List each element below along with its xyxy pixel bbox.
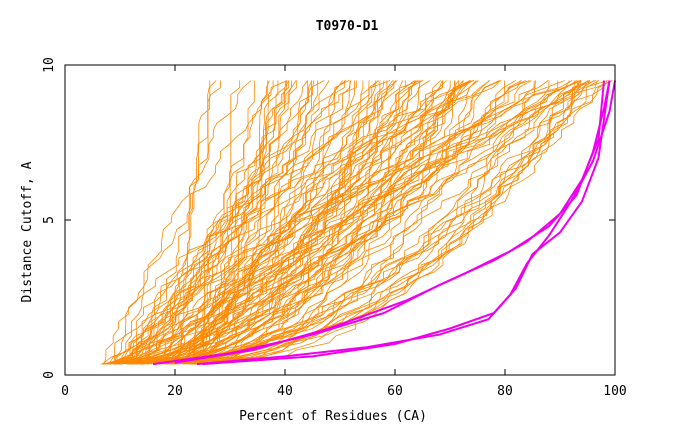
model-curve (136, 80, 211, 365)
y-axis-label: Distance Cutoff, A (20, 161, 35, 302)
model-curve (134, 80, 559, 365)
model-curve (103, 80, 501, 365)
model-curve (189, 80, 477, 365)
model-curve (121, 80, 252, 365)
y-tick-label: 10 (42, 57, 57, 73)
model-curve (139, 80, 598, 365)
model-curve (126, 80, 345, 365)
model-curve (174, 80, 290, 365)
model-curve (173, 80, 464, 365)
model-curve (103, 80, 578, 365)
x-axis: 0 20 40 60 80 100 (61, 65, 627, 399)
model-curve (175, 80, 415, 365)
model-curve (154, 80, 613, 365)
model-curve (104, 80, 381, 365)
x-tick-label: 20 (167, 384, 183, 399)
model-curve (140, 80, 391, 365)
y-tick-label: 5 (42, 216, 57, 224)
model-curve (129, 80, 608, 365)
model-curve (113, 80, 470, 365)
model-curve (119, 80, 355, 365)
model-curve (187, 80, 532, 365)
model-curve (147, 80, 581, 365)
model-curve (195, 80, 370, 365)
model-curve (103, 80, 443, 365)
model-curve (189, 80, 395, 365)
model-curve (112, 80, 464, 365)
model-curve (110, 80, 475, 365)
model-curve (161, 80, 269, 365)
model-curve (188, 80, 325, 365)
model-curve (195, 80, 385, 365)
model-curve (172, 80, 500, 365)
model-curve (154, 80, 522, 365)
model-curve (184, 80, 608, 365)
model-curve (170, 80, 279, 365)
model-curve (136, 80, 421, 365)
highlight-model-curves (152, 80, 616, 366)
model-curve (112, 80, 447, 365)
model-curve (108, 80, 565, 365)
y-tick-label: 0 (42, 371, 57, 379)
model-curve (141, 80, 350, 365)
model-curve (169, 80, 309, 365)
model-curve (176, 80, 221, 365)
model-curve (118, 80, 312, 365)
model-curve (174, 80, 516, 365)
model-curve (113, 80, 288, 365)
model-curve (139, 80, 343, 365)
x-axis-label: Percent of Residues (CA) (239, 409, 427, 424)
model-curve (105, 80, 526, 365)
model-curve (147, 80, 472, 365)
model-curve (142, 80, 491, 365)
model-curve (154, 80, 394, 365)
x-tick-label: 60 (387, 384, 403, 399)
model-curve (170, 80, 595, 365)
model-curve (182, 80, 613, 365)
y-axis: 0 5 10 (42, 57, 615, 379)
model-curve (132, 80, 502, 365)
model-curve (119, 80, 475, 365)
highlight-4-curve (174, 80, 611, 364)
highlight-3-curve (196, 80, 616, 366)
model-curve (163, 80, 298, 365)
model-curve (127, 80, 576, 365)
x-tick-label: 0 (61, 384, 69, 399)
x-tick-label: 80 (497, 384, 513, 399)
model-curve (115, 80, 600, 365)
x-tick-label: 100 (603, 384, 626, 399)
model-curve (109, 80, 597, 365)
x-tick-label: 40 (277, 384, 293, 399)
model-curve (194, 80, 441, 365)
model-curve (129, 80, 398, 365)
model-curve (188, 80, 297, 365)
model-curve (199, 80, 505, 365)
model-curve (133, 80, 313, 365)
model-curve (103, 80, 397, 365)
chart-title: T0970-D1 (316, 19, 379, 34)
model-curve (200, 80, 490, 365)
background-model-curves (100, 80, 613, 365)
model-curve (131, 80, 589, 365)
model-curve (171, 80, 451, 365)
model-curve (116, 80, 455, 365)
highlight-2-curve (202, 80, 611, 366)
